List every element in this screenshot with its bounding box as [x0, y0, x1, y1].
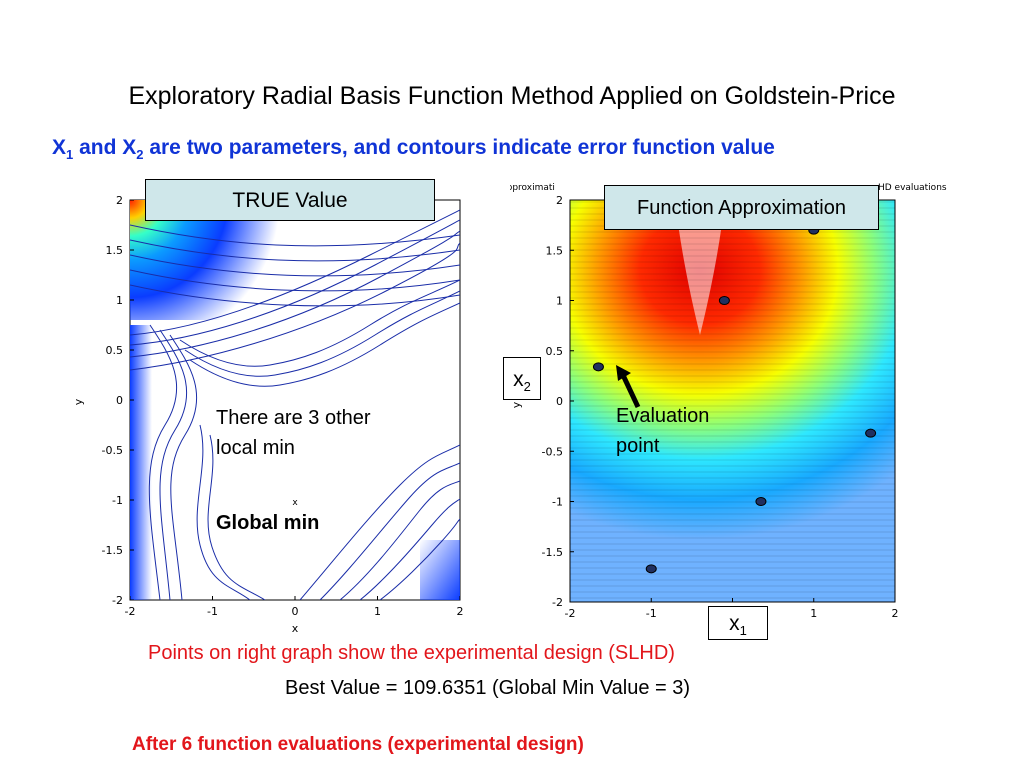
evaluation-point: [718, 296, 730, 305]
true-value-colormap-bottomright: [420, 540, 460, 600]
evaluation-points: [592, 225, 877, 574]
y-tick-label: 2: [556, 194, 563, 207]
subtitle-part: are two parameters, and contours indicat…: [143, 136, 775, 159]
best-value-note: Best Value = 109.6351 (Global Min Value …: [285, 677, 691, 699]
true-value-ylabel: y: [72, 398, 85, 405]
evaluation-point: [592, 362, 604, 372]
y-tick-label: 0.5: [106, 344, 124, 357]
rbf-header-right: HD evaluations: [878, 183, 947, 193]
true-value-contours: [130, 209, 460, 600]
subtitle-subscript: 2: [136, 147, 144, 163]
y-tick-label: -1: [552, 496, 563, 509]
x2-subscript: 2: [523, 379, 531, 395]
evaluation-point: [865, 428, 877, 438]
y-tick-label: 0: [556, 395, 563, 408]
y-tick-label: -2: [552, 596, 563, 609]
x-tick-label: 2: [892, 607, 899, 620]
x-tick-label: -1: [207, 605, 218, 618]
y-tick-label: 2: [116, 194, 123, 207]
y-tick-label: 0.5: [546, 345, 564, 358]
y-tick-label: -2: [112, 594, 123, 607]
x2-label: x: [513, 368, 524, 391]
x-tick-label: -2: [125, 605, 136, 618]
y-tick-label: -0.5: [542, 445, 563, 458]
x1-label: x: [729, 612, 740, 635]
approximation-ylabel: y: [510, 401, 523, 408]
x1-subscript: 1: [739, 623, 747, 639]
function-approximation-box: Function Approximation: [604, 185, 879, 230]
evaluation-point: [755, 497, 767, 506]
y-tick-label: 1.5: [106, 244, 124, 257]
evaluation-point-annotation: Evaluation point: [616, 401, 709, 461]
local-min-annotation: There are 3 other local min: [216, 403, 371, 463]
evaluation-line1: Evaluation: [616, 405, 710, 427]
subtitle-part: X: [52, 136, 67, 159]
x-tick-label: -1: [646, 607, 657, 620]
global-min-label: Global min: [216, 512, 320, 534]
design-note: Points on right graph show the experimen…: [148, 642, 675, 664]
x2-axis-box: x2: [503, 357, 541, 400]
evaluation-line2: point: [616, 435, 660, 457]
x-tick-label: 2: [457, 605, 464, 618]
local-min-line1: There are 3 other: [216, 407, 371, 429]
true-value-colormap-left: [130, 325, 152, 600]
x-tick-label: 0: [292, 605, 299, 618]
evaluation-arrow: [620, 373, 641, 409]
approximation-contour-texture: [570, 200, 895, 602]
x-tick-label: 1: [374, 605, 381, 618]
subtitle-part: and X: [73, 136, 137, 159]
evaluation-point: [645, 564, 657, 574]
x-tick-label: 1: [810, 607, 817, 620]
true-value-ticks: -2 -1 0 1 2 2 1.5 1 0.5 0 -0.5 -1 -1.5 -2: [102, 194, 464, 618]
y-tick-label: 1: [556, 295, 563, 308]
rbf-header-left: RBF Approximati: [510, 183, 555, 193]
y-tick-label: -1.5: [542, 546, 563, 559]
y-tick-label: 1: [116, 294, 123, 307]
y-tick-label: 1.5: [546, 244, 564, 257]
true-value-xlabel: x: [292, 622, 299, 635]
slide-subtitle: X1 and X2 are two parameters, and contou…: [52, 136, 775, 162]
y-tick-label: -1.5: [102, 544, 123, 557]
y-tick-label: -0.5: [102, 444, 123, 457]
subtitle-subscript: 1: [66, 147, 74, 163]
x1-axis-box: x1: [708, 606, 768, 640]
y-tick-label: -1: [112, 494, 123, 507]
evaluation-arrowhead: [616, 365, 631, 381]
global-min-marker: x: [292, 498, 298, 508]
true-value-plot: -2 -1 0 1 2 2 1.5 1 0.5 0 -0.5 -1 -1.5 -2 x y x: [72, 194, 464, 635]
x-tick-label: -2: [565, 607, 576, 620]
slide-title: Exploratory Radial Basis Function Method…: [128, 82, 896, 110]
y-tick-label: 0: [116, 394, 123, 407]
true-value-box: TRUE Value: [145, 179, 435, 221]
local-min-line2: local min: [216, 437, 295, 459]
evaluations-note: After 6 function evaluations (experiment…: [132, 734, 584, 755]
